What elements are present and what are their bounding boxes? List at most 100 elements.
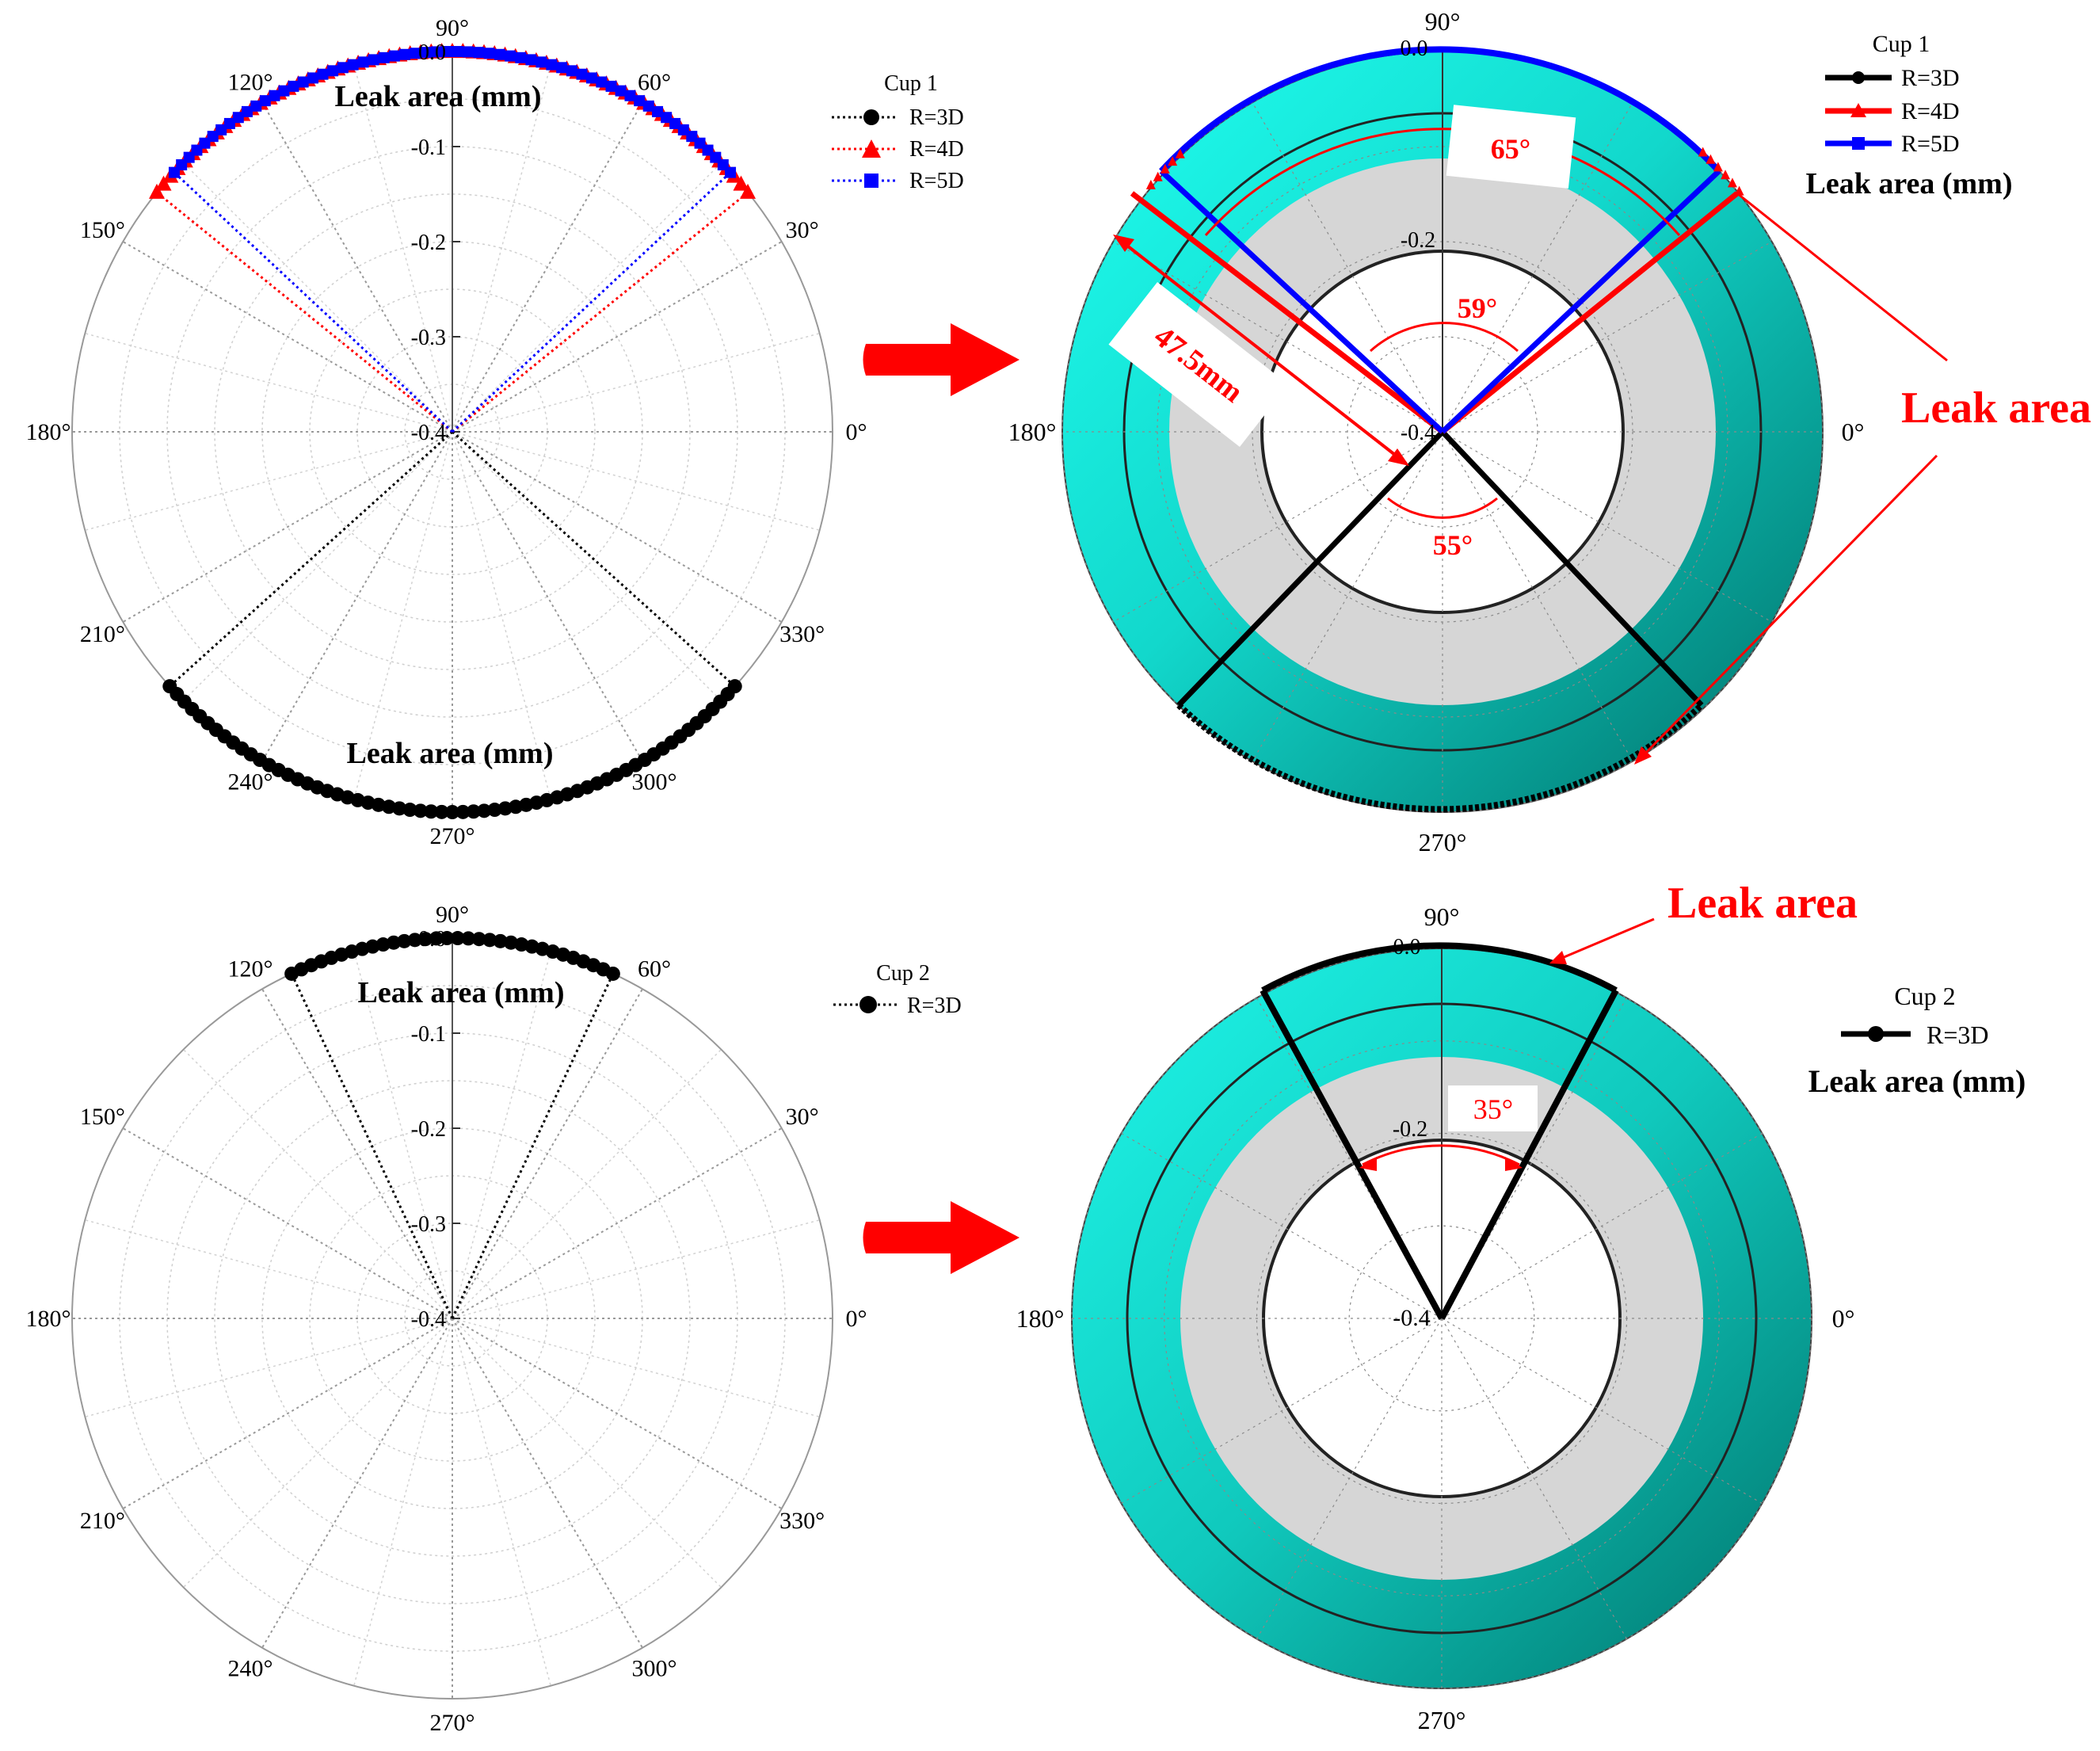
r5d-sector-line-left [1159,169,1445,434]
legend-marker-r4d [1850,103,1866,117]
legend-marker-r5d [864,174,878,188]
angle-tick-label: 30° [786,217,819,243]
data-point [652,105,664,117]
data-point [288,80,299,92]
data-point [487,803,502,818]
data-point [1721,170,1731,180]
data-point [155,175,172,191]
grid-spoke [85,333,453,433]
polar-chart-cup2: 0.0 -0.1 -0.2 -0.3 -0.4 0° 30° 60° 90° 120° 150° 18… [26,902,962,1736]
dimension-arrowhead-top [1113,235,1134,252]
data-point [473,47,485,59]
data-point [634,95,646,107]
series-sector-line [173,171,454,433]
radial-tick-0-0: 0.0 [1401,36,1428,61]
legend-marker-r3d [1852,71,1865,84]
data-point [661,112,673,124]
angle-tick-label: 300° [632,1656,677,1682]
grid-spoke [452,431,551,799]
data-point [434,804,449,819]
red-right-arrow-icon [863,323,1020,396]
grid-spoke [452,1318,820,1417]
data-point [397,933,412,948]
angle-tick-label: 240° [228,1656,273,1682]
data-point [347,59,359,71]
grid-spoke [1442,431,1633,761]
angle-tick-label: 90° [436,902,469,928]
data-point [378,52,390,63]
grid-spoke [122,1127,453,1319]
legend-cup1: Cup 1 R=3D R=4D R=5D [1825,31,1960,157]
data-point [455,804,471,819]
grid-spoke [1121,1318,1443,1505]
legend-cup2: Cup 2 R=3D [1841,982,1989,1049]
radial-axis-label: Leak area (mm) [357,976,564,1009]
annotation-leak-area-bottom: Leak area (mm) [346,737,553,770]
data-point [505,50,516,62]
data-point [493,933,508,948]
series-sector-line [169,430,454,688]
data-point [461,931,476,946]
chart-labels-layer: 0.0 -0.1 -0.2 -0.3 -0.4 0° 30° 60° 90° 120° 150° 18… [26,15,867,849]
grid-spoke [452,1219,820,1319]
label-box-47-5mm [1108,281,1289,448]
grid-spoke [452,1049,722,1319]
grid-spoke [452,431,643,762]
grid-spoke [452,431,722,701]
polar-chart-cup1: 0.0 -0.1 -0.2 -0.3 -0.4 0° 30° 60° 90° 120° 150° 18… [26,15,964,849]
data-point [368,54,379,66]
data-point [392,801,407,816]
data-point [148,183,165,199]
data-point [1160,163,1170,174]
grid-spoke [1441,1132,1763,1319]
series-sector-line [156,191,453,433]
angle-labels: 0° 90° 180° 270° [1016,902,1855,1734]
legend-label-r4d: R=4D [909,137,964,162]
data-point [1145,179,1156,189]
radial-tick-minus-0-2: -0.2 [1393,1117,1427,1142]
grid-spoke [452,1318,643,1649]
data-point [677,124,689,135]
grid-spoke [183,1318,453,1588]
grid-spoke [261,101,453,433]
radial-tick-label: -0.2 [411,1117,446,1142]
grid-spoke [1252,102,1443,433]
legend-marker-r3d [859,996,877,1013]
data-point [494,48,505,60]
grid-spoke [1441,998,1628,1319]
radial-axis-label: Leak area (mm) [1808,1063,2026,1099]
data-point [357,56,369,68]
data-point [413,803,428,818]
data-point [1706,154,1716,164]
angle-tick-label: 0° [1832,1304,1855,1333]
data-point [284,966,299,981]
grid-spoke [353,431,453,799]
angle-tick-label: 0° [846,1306,867,1332]
r3d-rim-arc [1176,703,1704,813]
rim-markers [1145,147,1744,196]
angle-tick-label: 330° [779,1508,825,1534]
data-point [452,46,463,58]
data-point [642,100,654,112]
chart-series-layer [148,43,757,819]
grid-spoke [452,241,783,433]
data-point [450,931,465,946]
legend-marker-r3d [1868,1026,1884,1042]
angle-tick-label: 120° [228,69,273,95]
data-point [168,166,180,178]
data-point [410,48,421,59]
r5d-sector-line-right [1440,169,1721,434]
data-point [424,804,439,819]
grid-spoke [183,1049,453,1319]
data-point [535,56,547,68]
angle-tick-label: 270° [1419,828,1467,856]
grid-spoke [353,951,453,1319]
angle-tick-label: 210° [80,1508,125,1534]
radial-tick-minus-0-4: -0.4 [1401,421,1435,445]
data-point [269,90,280,101]
grid-spoke [452,951,551,1319]
r3d-sector-line-left [1176,429,1445,708]
angle-tick-label: 180° [1008,418,1057,446]
angle-arrowhead-left [1359,1157,1377,1171]
radial-tick-label: -0.4 [411,1307,446,1332]
